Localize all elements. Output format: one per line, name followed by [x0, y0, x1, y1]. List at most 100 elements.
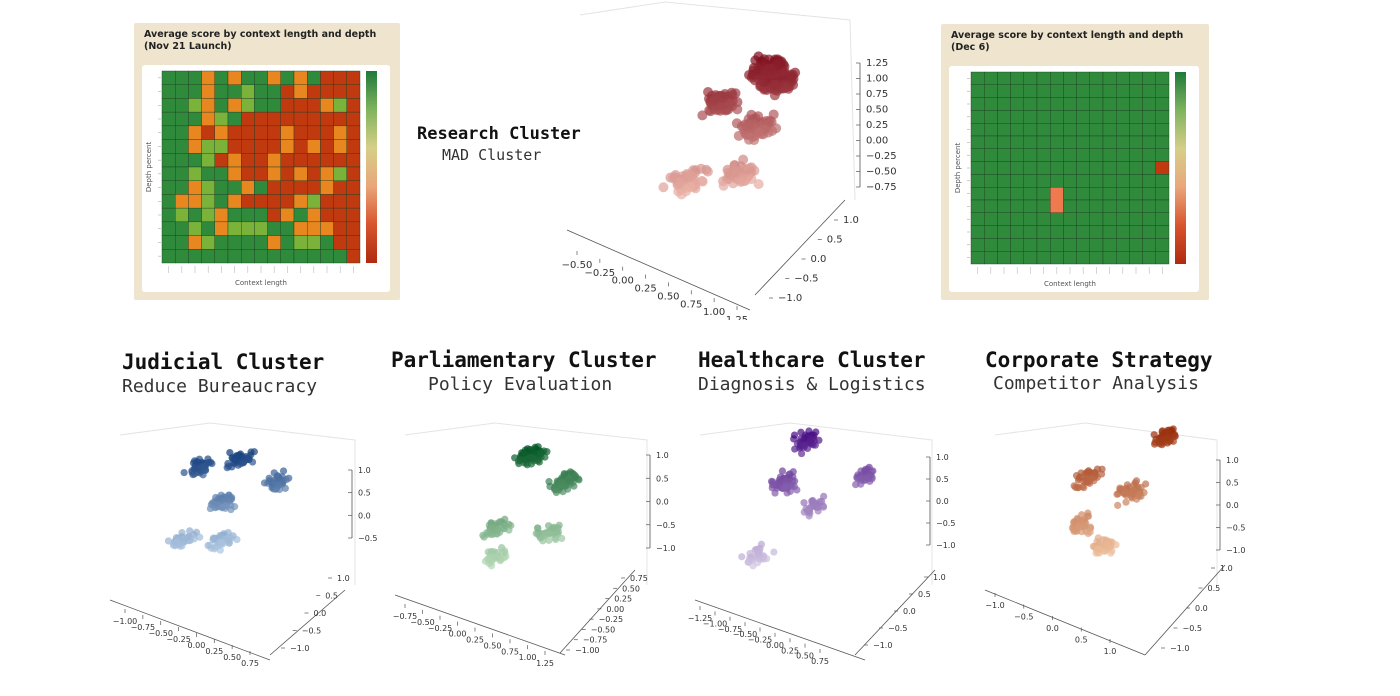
heatmap-cell	[1010, 110, 1024, 124]
heatmap-cell	[984, 174, 998, 188]
y-tick-label: 0.0	[811, 254, 827, 265]
heatmap-cell	[1129, 238, 1143, 252]
heatmap-card-dec6: Average score by context length and dept…	[941, 24, 1209, 300]
heatmap-cell	[293, 166, 308, 181]
scatter-point	[668, 173, 679, 184]
z-tick-label: −0.5	[1226, 524, 1245, 533]
heatmap-cell	[188, 70, 202, 85]
x-tick-label: 0.75	[680, 299, 702, 310]
heatmap-cell	[1115, 97, 1130, 111]
heatmap-cell	[267, 111, 281, 127]
heatmap-cell	[1036, 174, 1051, 188]
y-tick-label: 0.75	[630, 574, 648, 583]
scatter-point	[748, 65, 759, 76]
scatter-point	[505, 526, 513, 534]
heatmap-cell	[214, 70, 229, 85]
scatter-point	[805, 505, 813, 513]
heatmap-cell	[201, 221, 215, 236]
scatter-point	[757, 540, 766, 548]
heatmap-cell	[970, 135, 985, 150]
heatmap-cell	[254, 249, 268, 264]
heatmap-cell	[306, 139, 321, 154]
heatmap-cell	[1010, 97, 1024, 111]
heatmap-cell	[333, 139, 348, 154]
x-tick-label: −0.50	[733, 630, 758, 639]
heatmap-cell	[1129, 84, 1143, 98]
heatmap-cell	[346, 221, 361, 236]
x-tick-label: 0.75	[501, 647, 519, 656]
x-tick-label: −0.25	[428, 624, 453, 633]
heatmap-cell	[320, 221, 334, 236]
scatter-point	[245, 453, 253, 461]
scatter-point	[750, 55, 761, 66]
y-tick-label: 0.25	[614, 595, 632, 604]
scatter-point	[206, 541, 214, 549]
scatter-point	[1135, 492, 1143, 500]
heatmap-cell	[1063, 123, 1077, 137]
heatmap-cell	[1076, 212, 1090, 226]
x-tick-label: −0.5	[1014, 613, 1033, 622]
heatmap-cell	[1063, 186, 1077, 201]
heatmap-cell	[346, 153, 361, 168]
heatmap-cell	[280, 180, 295, 195]
heatmap-cell	[175, 139, 189, 154]
heatmap-cell	[1010, 84, 1024, 98]
heatmap-cell	[1076, 161, 1090, 175]
heatmap-cell	[267, 207, 281, 223]
scatter-point	[279, 467, 288, 475]
y-tick-label: 1.0	[843, 215, 859, 226]
heatmap-cell	[175, 221, 189, 236]
scatter-point	[233, 535, 241, 544]
heatmap-cell	[280, 84, 295, 99]
heatmap-cell	[333, 221, 348, 236]
z-tick-label: 0.5	[358, 489, 371, 498]
z-tick-label: −1.0	[936, 541, 955, 550]
heatmap-cell	[175, 249, 189, 264]
scatter-point	[770, 548, 778, 556]
heatmap-cell	[293, 139, 308, 154]
heatmap-cell	[188, 139, 202, 154]
heatmap-cell	[1089, 250, 1104, 265]
heatmap-cell	[333, 249, 348, 264]
heatmap-cell	[201, 98, 215, 113]
heatmap-card-nov21: Average score by context length and dept…	[134, 23, 400, 300]
heatmap-cell	[984, 123, 998, 137]
heatmap-cell	[161, 221, 176, 236]
x-axis	[694, 599, 866, 661]
heatmap-cell	[997, 250, 1011, 265]
heatmap-cell	[188, 98, 202, 113]
heatmap-cell	[1155, 212, 1170, 226]
heatmap-cell	[333, 194, 348, 209]
heatmap-cell	[306, 70, 321, 85]
heatmap-plot-area: Context length Depth percent	[142, 65, 390, 292]
heatmap-cell	[1036, 212, 1051, 226]
x-tick-label: 0.25	[466, 636, 484, 645]
heatmap-cell	[1023, 238, 1038, 252]
research-cluster-subtitle: MAD Cluster	[442, 146, 542, 164]
z-tick-label: 0.00	[866, 136, 888, 147]
scatter-point	[746, 549, 754, 558]
heatmap-cell	[280, 221, 295, 236]
heatmap-cell	[175, 235, 189, 250]
heatmap-cell	[1010, 161, 1024, 175]
heatmap-cell	[240, 207, 255, 223]
heatmap-cell	[227, 235, 242, 250]
heatmap-cell	[267, 84, 281, 99]
x-tick-label: 0.5	[1075, 636, 1088, 645]
heatmap-cell	[1142, 199, 1157, 214]
y-tick-label: −0.75	[583, 636, 608, 645]
heatmap-cell	[1049, 238, 1064, 252]
heatmap-cell	[333, 125, 348, 140]
heatmap-cell	[267, 235, 281, 250]
heatmap-nov21: Context length Depth percent	[145, 70, 377, 287]
scatter-point	[195, 455, 203, 463]
heatmap-cell	[1063, 71, 1077, 86]
heatmap-cell	[1142, 84, 1157, 98]
heatmap-cell	[175, 70, 189, 85]
judicial-cluster-title: Judicial Cluster	[122, 350, 325, 374]
corporate-strategy-title: Corporate Strategy	[985, 348, 1213, 372]
heatmap-cell	[1129, 161, 1143, 175]
scatter-point	[250, 448, 258, 456]
scatter-point	[1114, 501, 1122, 509]
heatmap-cell	[1102, 71, 1117, 86]
